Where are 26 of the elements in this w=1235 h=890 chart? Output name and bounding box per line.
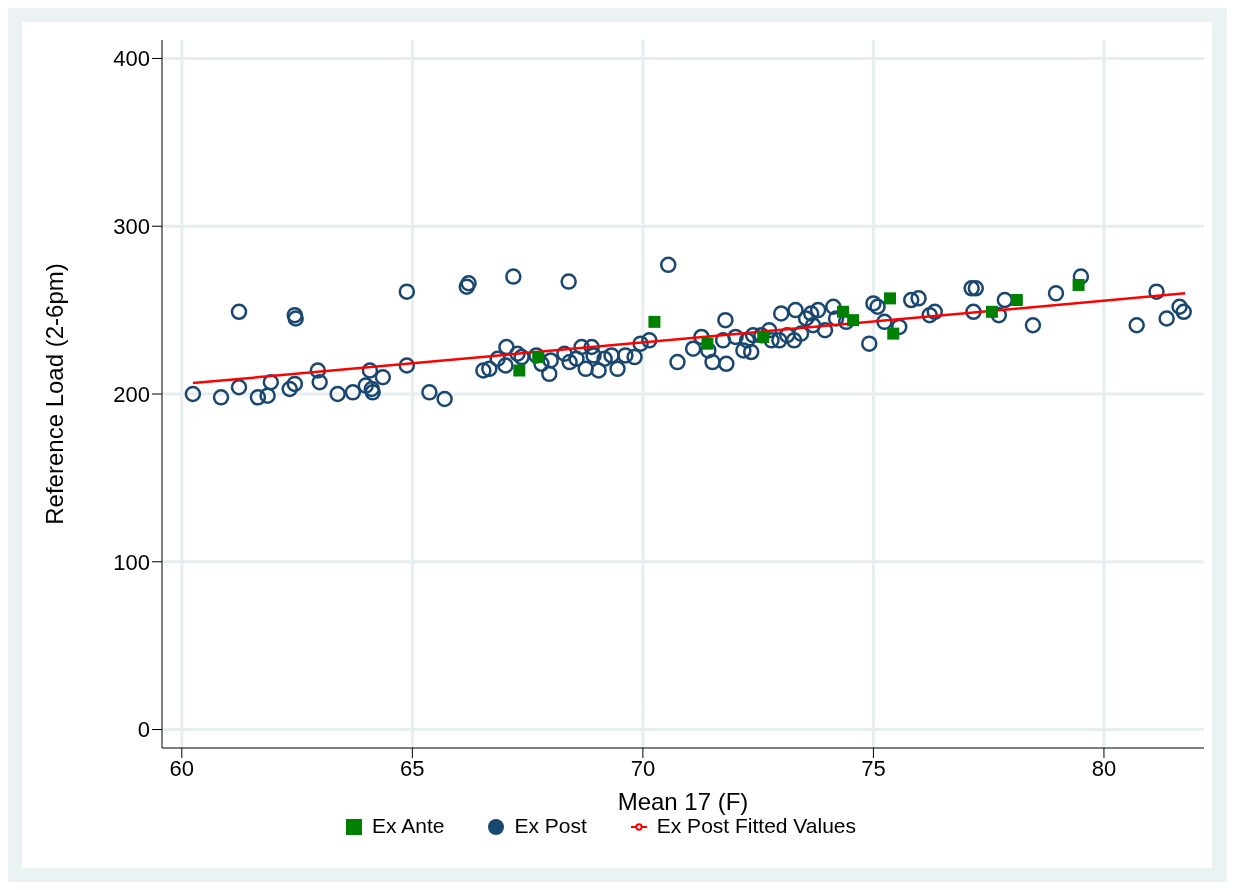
point — [532, 351, 545, 364]
x-tick-label: 80 — [1091, 755, 1117, 781]
point — [1010, 294, 1023, 307]
point — [884, 292, 897, 305]
y-tick-label: 100 — [113, 549, 150, 575]
point — [847, 314, 860, 327]
y-tick-label: 400 — [113, 46, 150, 72]
x-tick-label: 60 — [169, 755, 195, 781]
x-tick-label: 70 — [630, 755, 656, 781]
point — [757, 330, 770, 343]
y-tick-label: 0 — [137, 717, 150, 743]
legend-label: Ex Post — [514, 814, 587, 837]
legend-label: Ex Ante — [372, 814, 445, 837]
point — [985, 305, 998, 318]
x-tick-label: 75 — [861, 755, 886, 781]
y-tick-label: 200 — [113, 381, 150, 407]
point — [648, 315, 661, 328]
point — [887, 327, 900, 340]
point — [836, 305, 849, 318]
legend-label: Ex Post Fitted Values — [656, 814, 856, 837]
point — [1072, 278, 1085, 291]
y-tick-label: 300 — [113, 214, 150, 240]
x-tick-label: 65 — [400, 755, 425, 781]
y-axis-title: Reference Load (2-6pm) — [40, 263, 68, 525]
point — [513, 364, 526, 377]
x-axis-title: Mean 17 (F) — [617, 788, 749, 815]
